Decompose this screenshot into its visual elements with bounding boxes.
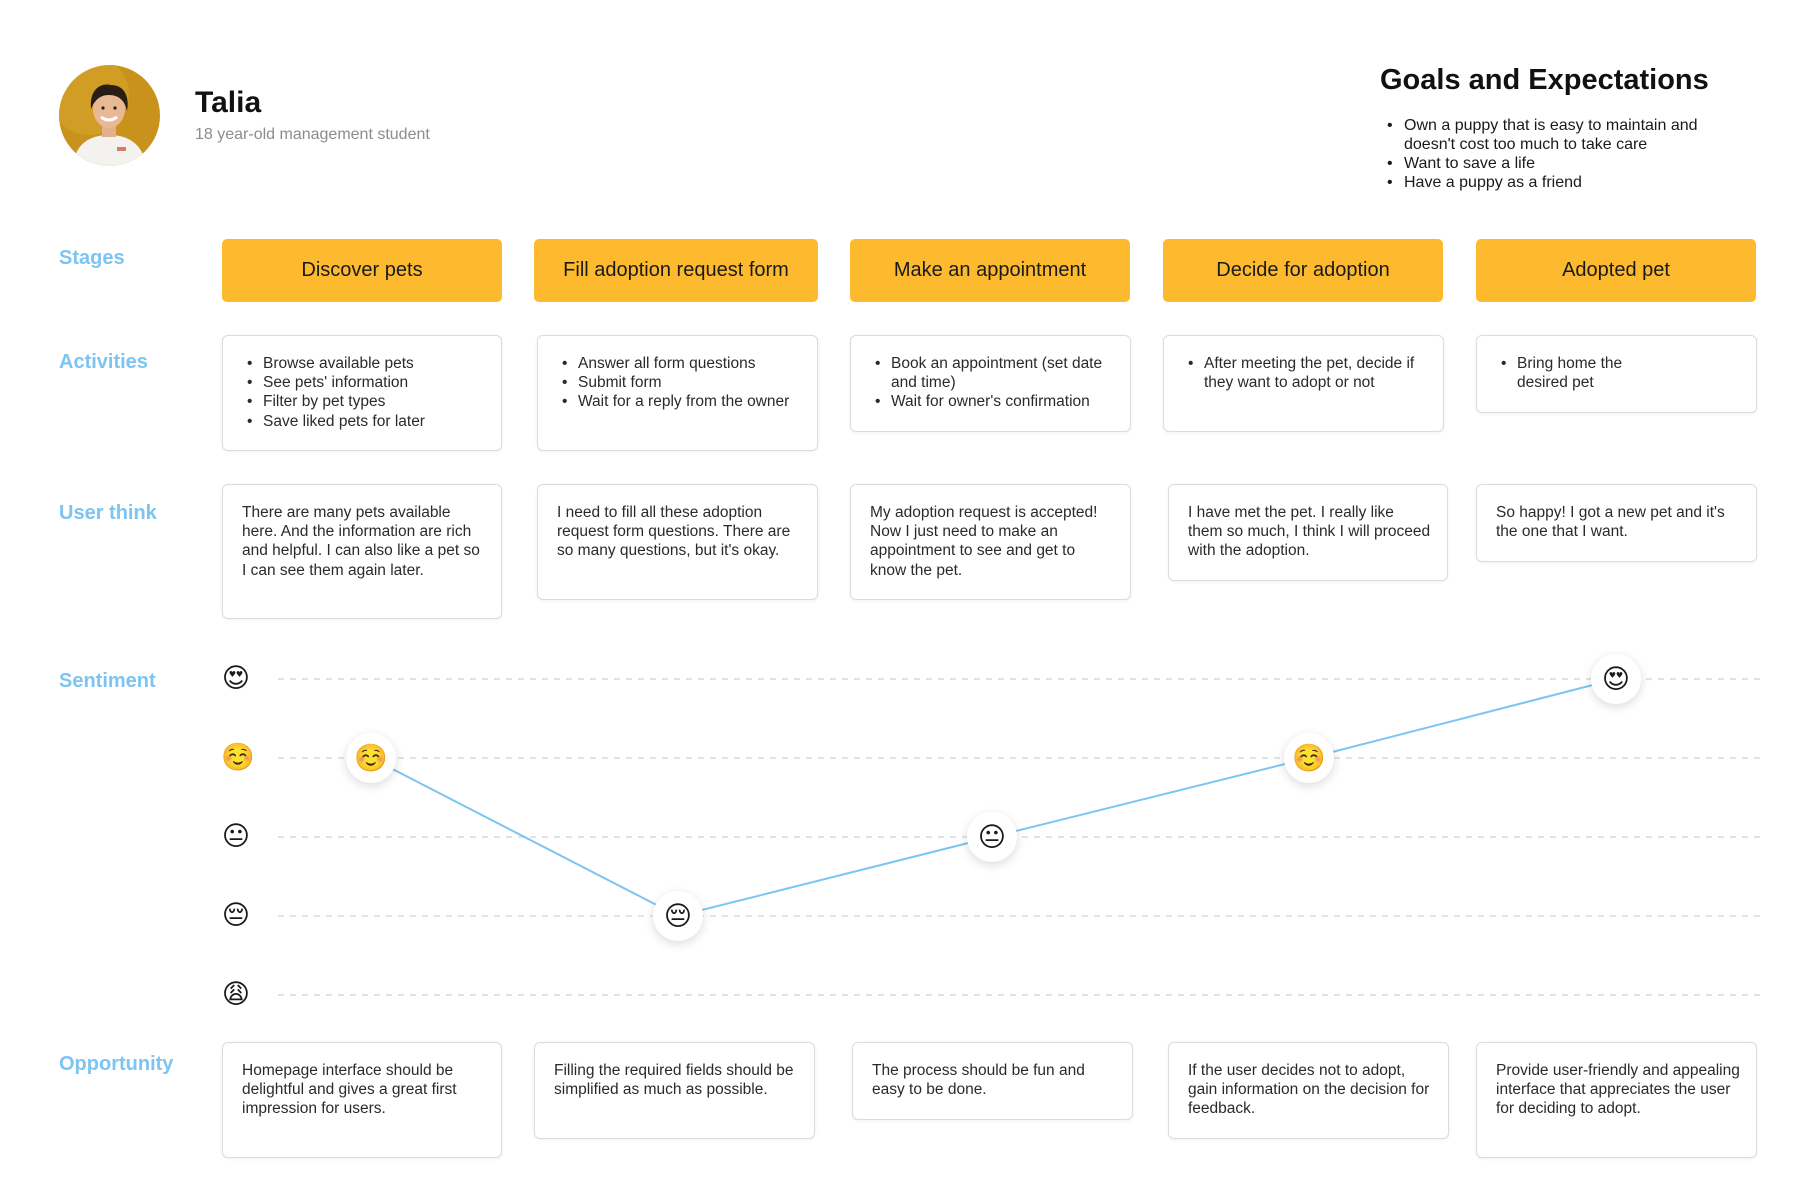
activity-card: After meeting the pet, decide if they wa… — [1163, 335, 1444, 432]
opportunity-card: If the user decides not to adopt, gain i… — [1168, 1042, 1449, 1139]
stage-make-appointment: Make an appointment — [850, 239, 1130, 302]
sentiment-scale-icon: 😔 — [221, 900, 251, 931]
activity-card: Answer all form questions Submit form Wa… — [537, 335, 818, 451]
sentiment-point: 😔 — [653, 891, 703, 941]
avatar — [59, 65, 160, 166]
activity-item: See pets' information — [247, 373, 489, 392]
goals-title: Goals and Expectations — [1380, 64, 1709, 96]
activity-item: Submit form — [562, 373, 805, 392]
user-think-card: There are many pets available here. And … — [222, 484, 502, 619]
persona-name: Talia — [195, 86, 262, 119]
stage-discover-pets: Discover pets — [222, 239, 502, 302]
activity-item: Wait for owner's confirmation — [875, 392, 1118, 411]
activity-item: Answer all form questions — [562, 354, 805, 373]
row-label-sentiment: Sentiment — [59, 670, 156, 692]
activity-item: Wait for a reply from the owner — [562, 392, 805, 411]
sentiment-scale-icon: 😐 — [221, 821, 251, 852]
activity-card: Bring home the desired pet — [1476, 335, 1757, 413]
opportunity-card: Homepage interface should be delightful … — [222, 1042, 502, 1158]
activity-item: Book an appointment (set date and time) — [875, 354, 1118, 392]
row-label-opportunity: Opportunity — [59, 1053, 174, 1075]
sentiment-point: ☺️ — [1284, 733, 1334, 783]
sentiment-point: 😍 — [1591, 654, 1641, 704]
sentiment-scale-icon: 😩 — [221, 979, 251, 1010]
activity-item: Save liked pets for later — [247, 412, 489, 431]
opportunity-card: Filling the required fields should be si… — [534, 1042, 815, 1139]
activity-item: Bring home the desired pet — [1501, 354, 1744, 392]
activity-card: Book an appointment (set date and time) … — [850, 335, 1131, 432]
goal-item: Have a puppy as a friend — [1386, 173, 1726, 192]
sentiment-scale-icon: ☺️ — [221, 742, 255, 773]
user-think-card: My adoption request is accepted! Now I j… — [850, 484, 1131, 600]
opportunity-card: Provide user-friendly and appealing inte… — [1476, 1042, 1757, 1158]
row-label-stages: Stages — [59, 247, 125, 269]
sentiment-line — [370, 678, 1617, 918]
activity-item: Filter by pet types — [247, 392, 489, 411]
stage-fill-adoption-form: Fill adoption request form — [534, 239, 818, 302]
persona-description: 18 year-old management student — [195, 126, 430, 143]
user-think-card: So happy! I got a new pet and it's the o… — [1476, 484, 1757, 562]
activity-item: Browse available pets — [247, 354, 489, 373]
user-think-card: I have met the pet. I really like them s… — [1168, 484, 1448, 581]
goal-item: Want to save a life — [1386, 154, 1726, 173]
activity-item: After meeting the pet, decide if they wa… — [1188, 354, 1431, 392]
opportunity-card: The process should be fun and easy to be… — [852, 1042, 1133, 1120]
sentiment-point: 😐 — [967, 812, 1017, 862]
activity-card: Browse available pets See pets' informat… — [222, 335, 502, 451]
stage-adopted-pet: Adopted pet — [1476, 239, 1756, 302]
stage-decide-adoption: Decide for adoption — [1163, 239, 1443, 302]
row-label-activities: Activities — [59, 351, 148, 373]
row-label-user-think: User think — [59, 502, 157, 524]
user-think-card: I need to fill all these adoption reques… — [537, 484, 818, 600]
sentiment-point: ☺️ — [346, 733, 396, 783]
goal-item: Own a puppy that is easy to maintain and… — [1386, 116, 1726, 154]
sentiment-scale-icon: 😍 — [221, 663, 251, 694]
goals-list: Own a puppy that is easy to maintain and… — [1386, 116, 1726, 192]
